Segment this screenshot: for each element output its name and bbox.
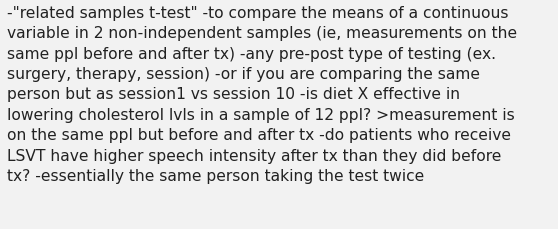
Text: -"related samples t-test" -to compare the means of a continuous
variable in 2 no: -"related samples t-test" -to compare th… xyxy=(7,6,517,183)
